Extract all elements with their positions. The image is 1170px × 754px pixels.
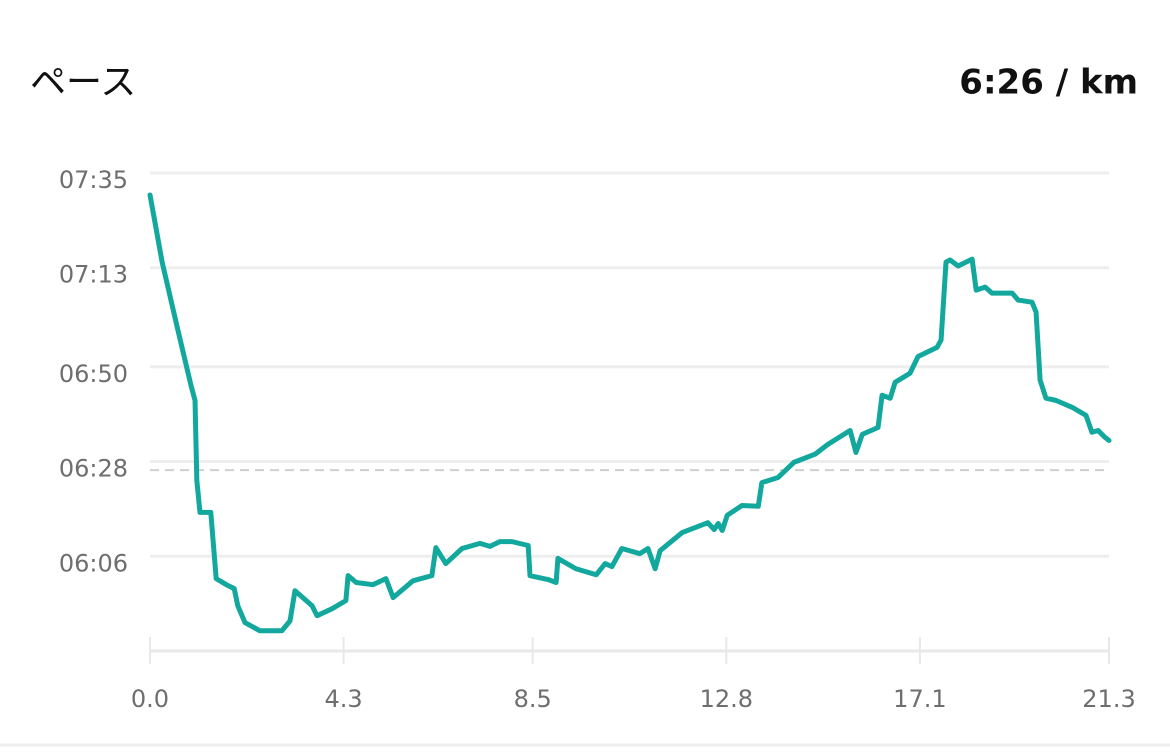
y-tick-label: 06:06 — [59, 549, 128, 577]
x-tick-label: 12.8 — [700, 685, 753, 713]
y-tick-label: 07:13 — [59, 261, 128, 289]
y-tick-label: 06:50 — [59, 360, 128, 388]
y-tick-label: 07:35 — [59, 166, 128, 194]
x-tick-label: 21.3 — [1082, 685, 1135, 713]
pace-line — [147, 192, 1112, 634]
y-tick-label: 06:28 — [59, 455, 128, 483]
x-tick-label: 0.0 — [131, 685, 169, 713]
x-tick-label: 17.1 — [893, 685, 946, 713]
x-tick-label: 4.3 — [325, 685, 363, 713]
x-tick-label: 8.5 — [514, 685, 552, 713]
average-pace: 6:26 / km — [959, 63, 1138, 103]
card-title: ペース — [30, 62, 136, 103]
